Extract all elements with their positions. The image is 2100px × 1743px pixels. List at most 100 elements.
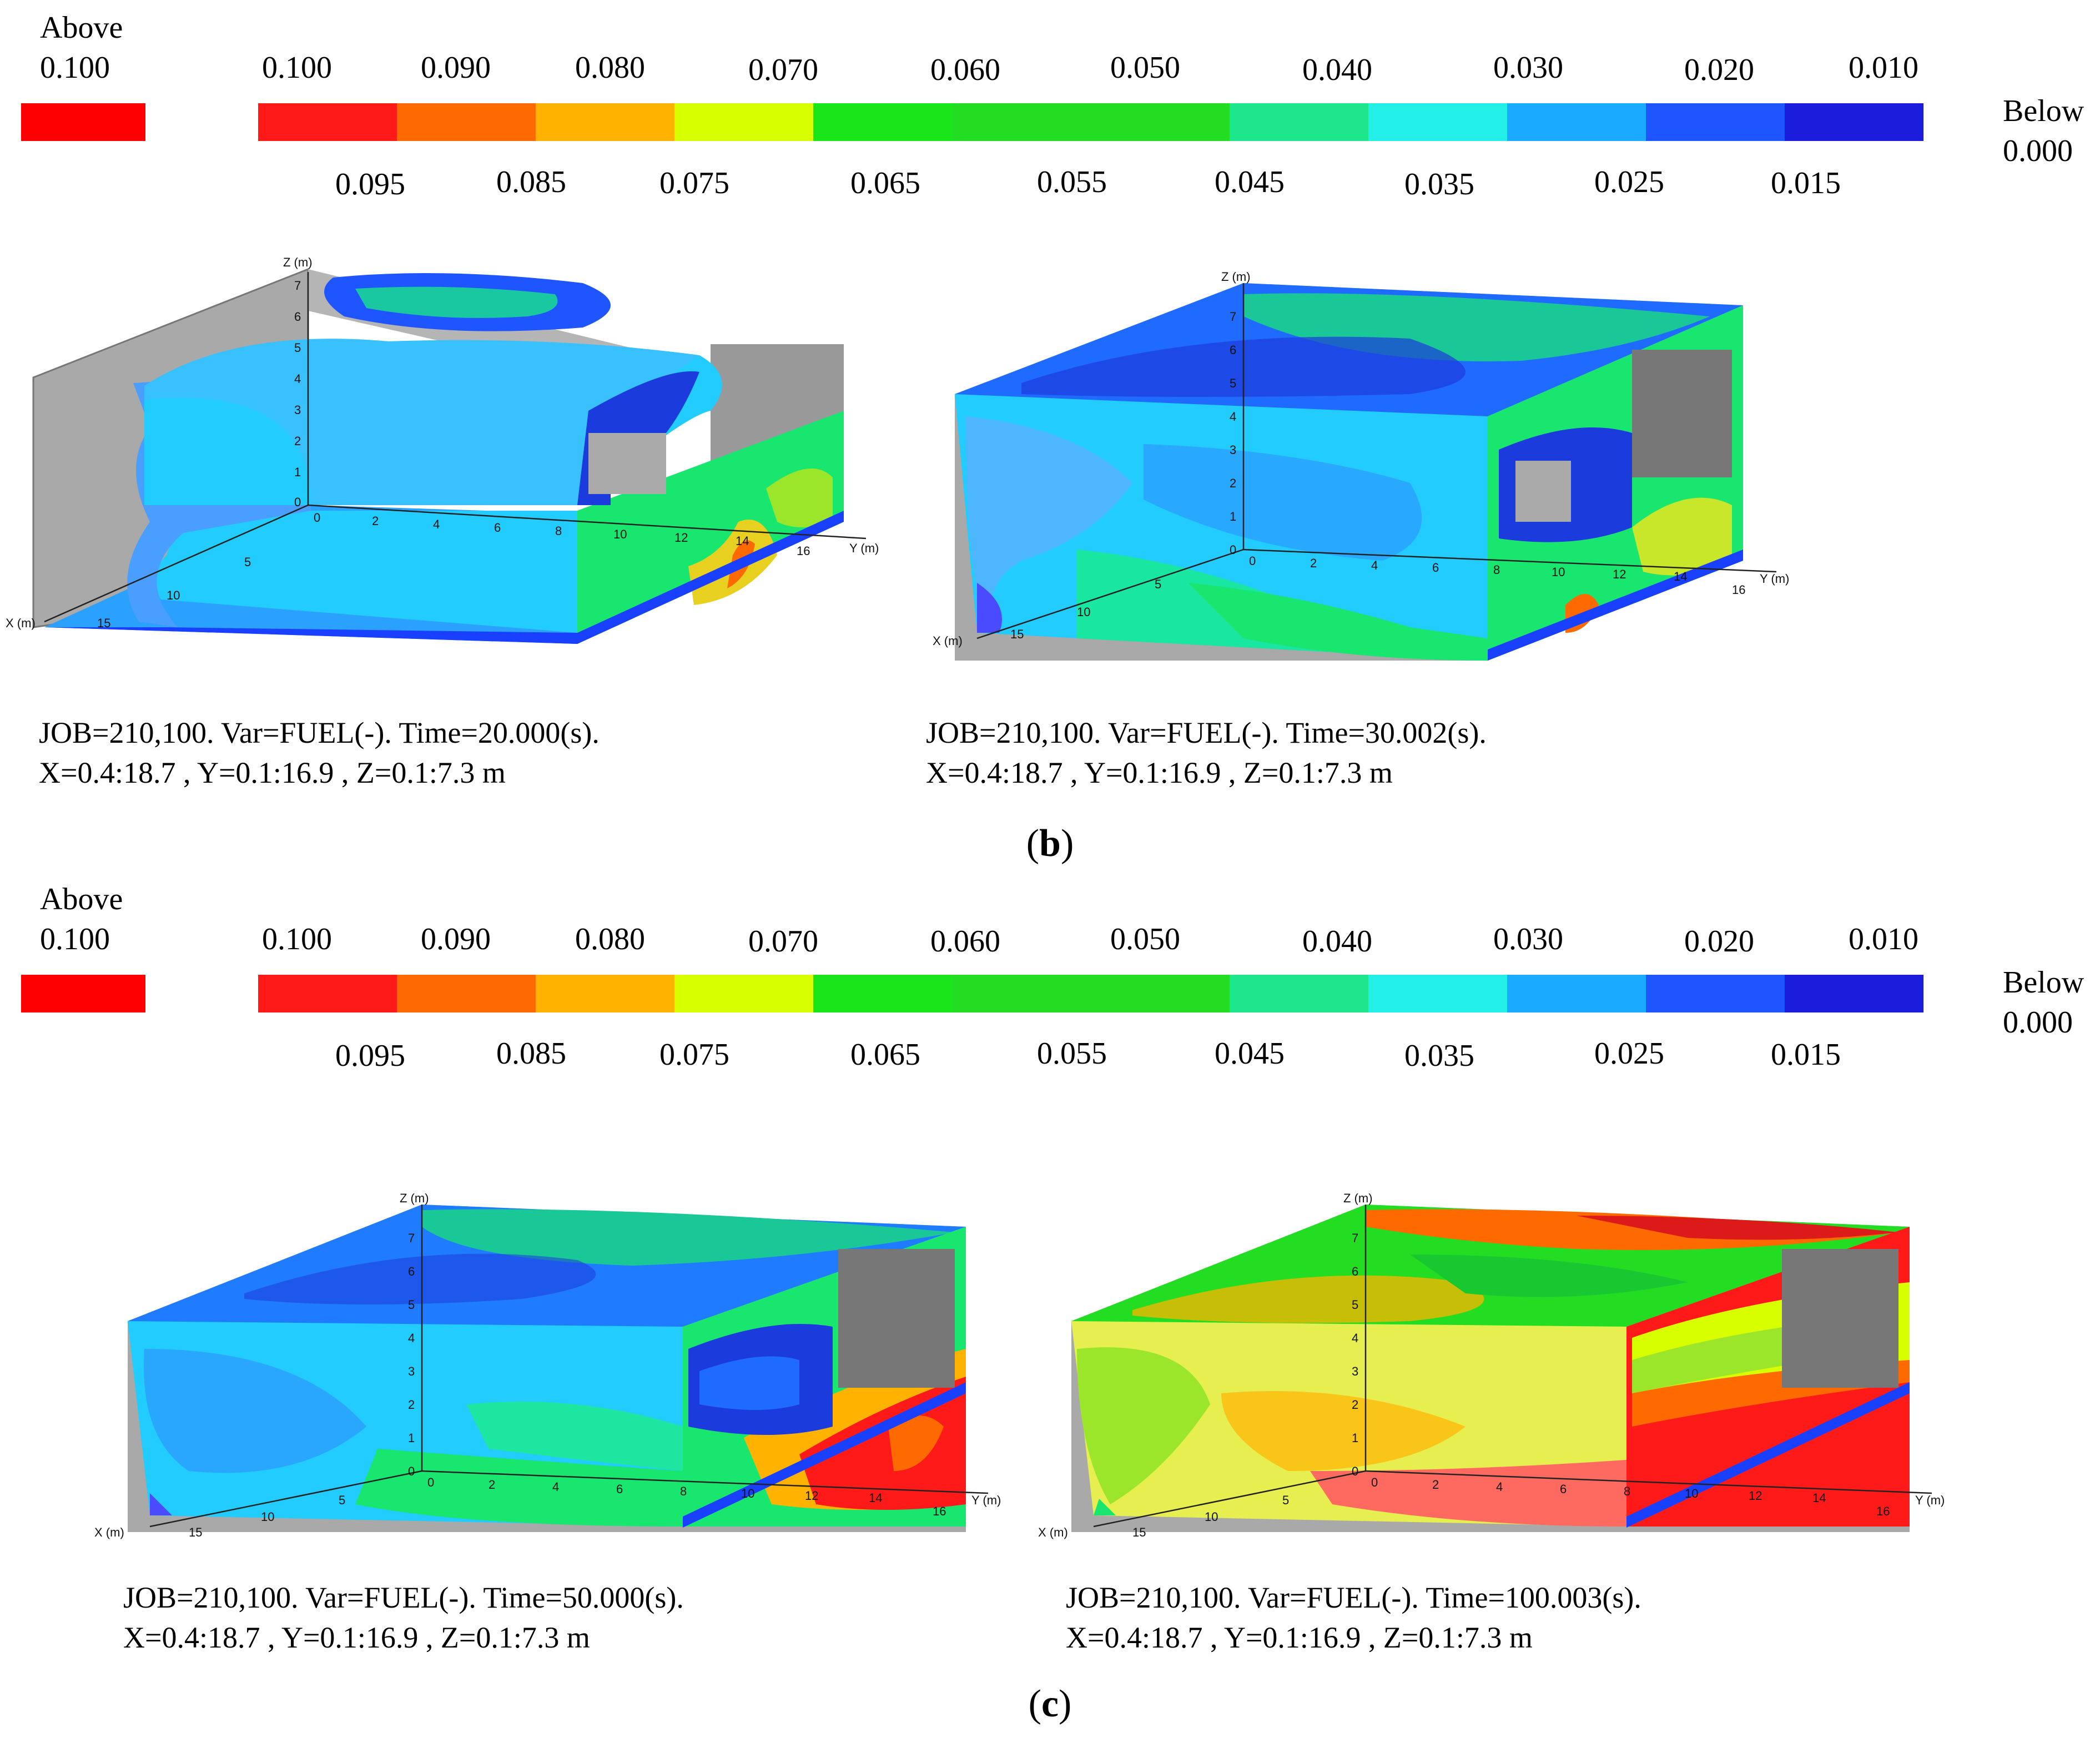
caption-line: JOB=210,100. Var=FUEL(-). Time=30.002(s)… bbox=[926, 716, 1487, 749]
z-axis-label: Z (m) bbox=[283, 255, 313, 269]
z-tick: 2 bbox=[408, 1398, 415, 1412]
y-tick: 12 bbox=[805, 1489, 818, 1503]
panel-label-c: (c) bbox=[0, 1682, 2100, 1726]
y-tick: 2 bbox=[1310, 556, 1317, 570]
legend-bottom-tick: 0.095 bbox=[335, 167, 405, 201]
z-tick: 5 bbox=[294, 341, 301, 355]
legend-bottom-tick: 0.045 bbox=[1215, 1036, 1285, 1071]
z-tick: 2 bbox=[1230, 476, 1236, 490]
cfd-render-t50: Z (m) Y (m) X (m) 0 1 2 3 4 5 6 7 0 2 4 … bbox=[78, 1116, 1021, 1549]
z-tick: 1 bbox=[294, 465, 301, 479]
legend-above-swatch bbox=[21, 975, 145, 1012]
z-tick: 4 bbox=[1230, 410, 1236, 424]
legend-above-swatch bbox=[21, 103, 145, 141]
legend-top-tick: 0.070 bbox=[748, 53, 818, 87]
legend-bottom-tick: 0.065 bbox=[850, 1037, 920, 1072]
legend-cell bbox=[1368, 103, 1507, 141]
legend-cell bbox=[1646, 103, 1785, 141]
x-tick: 5 bbox=[1155, 577, 1161, 591]
legend-cell bbox=[1507, 975, 1646, 1012]
y-tick: 8 bbox=[555, 524, 562, 538]
x-tick: 10 bbox=[1077, 605, 1090, 619]
legend-bottom-tick: 0.045 bbox=[1215, 165, 1285, 199]
legend-below-value: 0.000 bbox=[2003, 134, 2073, 168]
z-tick: 0 bbox=[1352, 1464, 1358, 1478]
x-tick: 15 bbox=[97, 616, 110, 630]
x-axis-label: X (m) bbox=[1038, 1525, 1068, 1539]
legend-above-label: Above bbox=[40, 882, 123, 916]
caption-t30: JOB=210,100. Var=FUEL(-). Time=30.002(s)… bbox=[926, 713, 1487, 793]
label-paren: ) bbox=[1060, 822, 1074, 865]
caption-line: JOB=210,100. Var=FUEL(-). Time=20.000(s)… bbox=[39, 716, 600, 749]
legend-bottom-tick: 0.015 bbox=[1771, 166, 1841, 200]
y-tick: 0 bbox=[1249, 554, 1256, 568]
panel-b: Above 0.100 0.100 0.090 0.080 0.070 0.06… bbox=[0, 0, 2100, 866]
legend-bottom-tick: 0.055 bbox=[1037, 165, 1107, 199]
y-axis-label: Y (m) bbox=[1915, 1493, 1945, 1507]
y-tick: 0 bbox=[314, 511, 320, 525]
x-tick: 10 bbox=[1205, 1510, 1218, 1524]
legend-top-tick: 0.060 bbox=[930, 53, 1000, 87]
legend-top-tick: 0.070 bbox=[748, 924, 818, 959]
z-tick: 7 bbox=[1230, 310, 1236, 324]
legend-bottom-tick: 0.075 bbox=[659, 166, 729, 200]
panel-c: Above 0.100 0.100 0.090 0.080 0.070 0.06… bbox=[0, 872, 2100, 1743]
caption-line: JOB=210,100. Var=FUEL(-). Time=100.003(s… bbox=[1066, 1581, 1641, 1614]
x-tick: 10 bbox=[261, 1510, 274, 1524]
legend-bottom-tick: 0.065 bbox=[850, 166, 920, 200]
legend-bottom-tick: 0.025 bbox=[1594, 165, 1664, 199]
z-tick: 1 bbox=[1230, 510, 1236, 523]
z-tick: 3 bbox=[1230, 443, 1236, 457]
x-axis-label: X (m) bbox=[933, 634, 963, 648]
y-tick: 4 bbox=[1496, 1480, 1503, 1494]
color-legend-b: Above 0.100 0.100 0.090 0.080 0.070 0.06… bbox=[0, 0, 2100, 200]
y-tick: 16 bbox=[797, 544, 810, 558]
legend-above-value: 0.100 bbox=[40, 922, 110, 956]
y-tick: 2 bbox=[372, 514, 379, 528]
legend-bottom-tick: 0.025 bbox=[1594, 1036, 1664, 1071]
z-tick: 6 bbox=[294, 310, 301, 324]
legend-below-label: Below bbox=[2003, 965, 2084, 1000]
z-tick: 6 bbox=[1352, 1265, 1358, 1278]
legend-cell bbox=[1230, 103, 1368, 141]
z-tick: 4 bbox=[294, 372, 301, 386]
label-paren: ( bbox=[1028, 1682, 1041, 1725]
panel-label-b: (b) bbox=[0, 822, 2100, 866]
z-tick: 4 bbox=[1352, 1331, 1358, 1345]
y-tick: 6 bbox=[616, 1482, 623, 1496]
caption-line: X=0.4:18.7 , Y=0.1:16.9 , Z=0.1:7.3 m bbox=[926, 756, 1393, 789]
legend-top-tick: 0.030 bbox=[1493, 51, 1563, 85]
legend-scale-bar bbox=[258, 103, 1923, 141]
y-tick: 0 bbox=[1371, 1475, 1378, 1489]
legend-top-tick: 0.040 bbox=[1302, 924, 1372, 959]
legend-top-tick: 0.090 bbox=[421, 51, 491, 85]
legend-cell bbox=[258, 103, 397, 141]
z-axis-label: Z (m) bbox=[1343, 1191, 1373, 1205]
z-tick: 1 bbox=[1352, 1431, 1358, 1445]
caption-line: JOB=210,100. Var=FUEL(-). Time=50.000(s)… bbox=[123, 1581, 684, 1614]
label-letter: b bbox=[1039, 822, 1061, 865]
z-axis-label: Z (m) bbox=[1221, 270, 1251, 284]
y-axis-label: Y (m) bbox=[971, 1493, 1001, 1507]
z-tick: 3 bbox=[1352, 1364, 1358, 1378]
z-tick: 5 bbox=[408, 1298, 415, 1312]
legend-bottom-tick: 0.035 bbox=[1404, 167, 1474, 201]
legend-cell bbox=[397, 975, 536, 1012]
z-tick: 0 bbox=[294, 495, 301, 509]
x-tick: 15 bbox=[1132, 1525, 1146, 1539]
x-tick: 15 bbox=[189, 1525, 202, 1539]
legend-cell bbox=[1230, 975, 1368, 1012]
legend-top-tick: 0.020 bbox=[1684, 924, 1754, 959]
y-tick: 14 bbox=[1812, 1491, 1826, 1505]
legend-cell bbox=[1091, 975, 1230, 1012]
y-axis-label: Y (m) bbox=[849, 541, 879, 555]
z-tick: 0 bbox=[1230, 543, 1236, 557]
y-tick: 4 bbox=[433, 517, 440, 531]
legend-top-tick: 0.010 bbox=[1849, 922, 1918, 956]
y-tick: 16 bbox=[1876, 1504, 1890, 1518]
legend-top-tick: 0.080 bbox=[575, 51, 645, 85]
legend-cell bbox=[813, 103, 952, 141]
legend-cell bbox=[536, 103, 674, 141]
y-axis-label: Y (m) bbox=[1760, 572, 1789, 586]
legend-top-tick: 0.050 bbox=[1110, 922, 1180, 956]
